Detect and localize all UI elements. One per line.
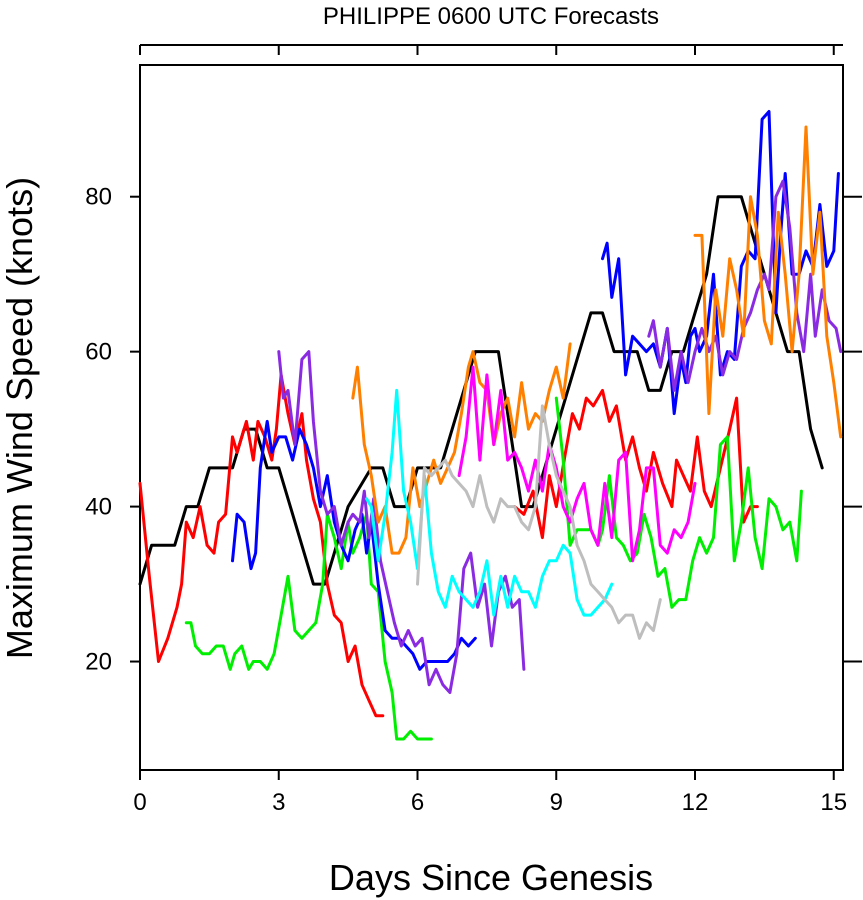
x-tick-label: 0	[133, 789, 146, 816]
axis-ticks: 0 3 6 9 12 15 20 40 60 80	[85, 45, 862, 816]
y-tick-label: 40	[85, 494, 112, 521]
series-lines	[138, 110, 843, 741]
series-line-0	[138, 195, 824, 586]
series-line-7	[277, 350, 526, 694]
x-tick-label: 15	[820, 789, 847, 816]
series-line-5	[231, 419, 477, 671]
plot-frame	[139, 64, 844, 771]
x-tick-label: 6	[411, 789, 424, 816]
series-line-13	[416, 404, 662, 640]
series-line-4	[554, 396, 803, 609]
x-tick-label: 3	[272, 789, 285, 816]
y-tick-label: 60	[85, 339, 112, 366]
series-line-3	[184, 512, 433, 741]
chart-title: PHILIPPE 0600 UTC Forecasts	[323, 3, 659, 30]
y-tick-label: 20	[85, 649, 112, 676]
series-line-8	[647, 179, 843, 392]
series-line-2	[513, 388, 759, 540]
x-tick-label: 12	[682, 789, 709, 816]
series-line-12	[365, 388, 614, 617]
y-tick-label: 80	[85, 184, 112, 211]
series-line-9	[351, 342, 572, 555]
x-axis-title: Days Since Genesis	[329, 857, 653, 898]
x-tick-label: 9	[550, 789, 563, 816]
series-line-11	[457, 365, 697, 563]
y-axis-title: Maximum Wind Speed (knots)	[0, 177, 40, 659]
series-line-10	[693, 125, 843, 439]
